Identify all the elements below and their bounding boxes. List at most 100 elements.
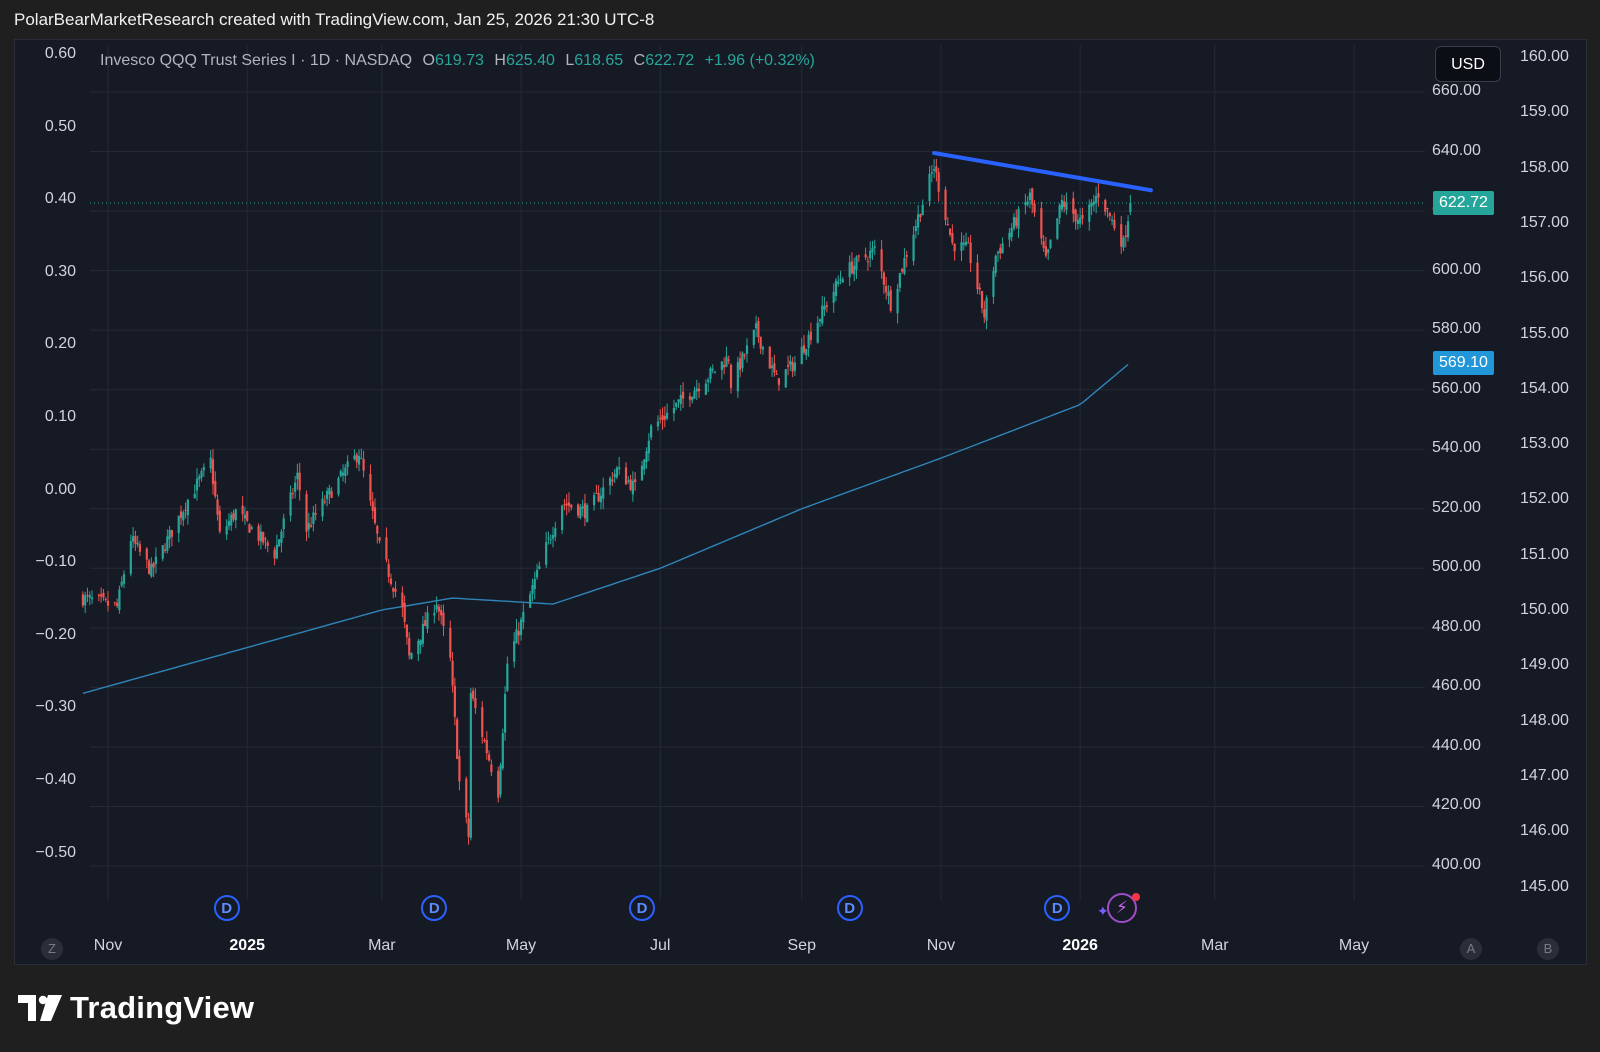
candle-body [743,354,746,356]
candle-body [914,225,917,232]
dividend-marker-icon[interactable]: D [836,895,863,921]
candle-body [964,241,968,246]
candle-body [437,606,440,612]
candle-body [467,818,470,837]
candle-body [1042,241,1045,248]
candle-body [1026,201,1029,205]
open-value: 619.73 [434,52,484,69]
candle-body [1012,216,1016,229]
candle-body [154,556,158,564]
candle-body [579,506,582,519]
candle-body [387,563,390,577]
candle-body [294,482,297,492]
resistance-trendline [932,151,1153,193]
chart-panel[interactable] [14,39,1587,965]
candle-body [100,594,103,597]
dividend-marker-icon[interactable]: D [213,895,240,921]
left-axis-label: −0.50 [35,843,76,861]
right-axis-label: 150.00 [1520,601,1569,618]
candle-body [720,361,723,370]
candle-body [759,336,762,349]
price-axis-label: 560.00 [1432,379,1481,397]
auto-scale-button[interactable]: A [1460,938,1482,960]
candle-body [88,595,91,598]
candle-body [688,396,692,400]
candle-body [1063,201,1066,208]
candle-body [408,637,411,656]
candle-body [1065,202,1068,210]
candle-body [517,631,520,636]
candle-body [453,685,456,717]
candle-body [531,585,534,595]
price-axis-label: 460.00 [1432,677,1481,695]
candle-body [933,169,936,171]
candle-body [889,290,892,311]
symbol-name: Invesco QQQ Trust Series I · 1D · NASDAQ [100,52,413,69]
dividend-marker-icon[interactable]: D [1044,895,1071,921]
candle-body [488,754,491,761]
lightning-icon[interactable]: ⚡ [1107,893,1137,923]
price-axis-label: 400.00 [1432,856,1481,873]
candle-body [392,588,395,592]
low-key: L [565,52,575,69]
moving-average-line [82,363,1129,694]
candle-body [834,280,838,296]
left-axis-label: 0.50 [44,117,76,135]
candle-body [853,265,856,275]
candle-body [561,505,564,531]
candle-body [661,415,664,421]
candle-body [501,733,504,769]
left-axis-label: 0.60 [44,45,76,62]
candle-body [1090,202,1093,207]
candle-body [485,740,488,754]
candle-body [200,470,203,478]
candle-body [823,306,826,310]
candle-body [234,509,237,521]
candle-body [145,548,148,560]
time-axis-label: Mar [1201,937,1229,954]
candle-body [549,539,552,541]
candle-body [481,707,484,738]
candle-body [745,345,749,355]
candle-body [458,756,461,782]
right-axis-label: 159.00 [1520,103,1569,121]
candle-body [659,418,662,420]
candle-body [869,250,872,259]
left-axis-label: −0.30 [35,698,76,716]
candle-body [243,514,247,519]
candle-body [307,522,310,530]
candle-body [179,511,183,518]
candle-body [887,292,890,296]
candle-body [1076,220,1079,224]
candle-body [921,204,924,216]
candle-body [650,425,653,438]
dividend-marker-icon[interactable]: D [629,895,655,921]
left-axis-label: −0.20 [35,625,76,643]
candle-body [768,346,771,369]
candle-body [855,256,858,270]
candle-body [586,504,589,522]
time-axis-label: Nov [926,937,956,954]
price-axis-label: 500.00 [1432,558,1481,576]
scale-settings-button[interactable]: B [1537,938,1559,960]
candle-body [960,242,963,251]
time-axis-label: May [1338,937,1370,954]
candle-body [449,627,452,658]
timezone-button[interactable]: Z [41,938,63,960]
candle-body [129,541,132,574]
candle-body [599,495,603,503]
candle-body [983,309,986,318]
candle-body [328,488,331,495]
moving-average-tag: 569.10 [1433,350,1494,375]
candle-body [337,478,340,495]
candle-body [257,525,260,541]
candle-body [1040,208,1043,239]
candle-body [529,594,532,608]
candle-body [170,529,173,537]
candle-body [90,597,94,600]
candle-body [282,518,285,530]
candle-body [330,491,333,498]
currency-button[interactable]: USD [1435,46,1501,82]
dividend-marker-icon[interactable]: D [421,895,448,921]
